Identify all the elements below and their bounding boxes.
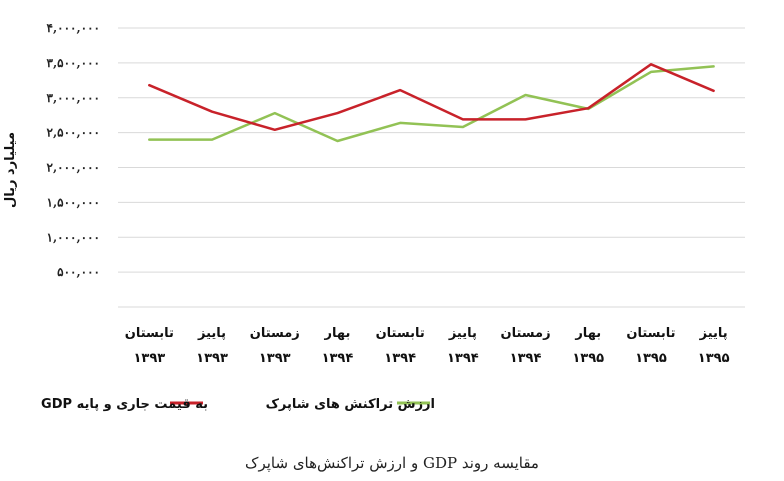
x-tick-label: تابستان [626,326,675,341]
y-tick-label: ۲,۰۰۰,۰۰۰ [47,161,100,175]
x-tick-year: ۱۳۹۵ [572,351,604,366]
x-tick-year: ۱۳۹۵ [635,351,667,366]
grid-lines [118,27,745,308]
y-axis-ticks: ۵۰۰,۰۰۰ ۱,۰۰۰,۰۰۰ ۱,۵۰۰,۰۰۰ ۲,۰۰۰,۰۰۰ ۲,۵۰۰,… [47,21,100,279]
legend-label-shaparak: ارزش تراکنش های شاپرک [266,397,435,412]
x-tick-label: پاییز [197,326,226,341]
x-tick-year: ۱۳۹۳ [133,351,165,366]
x-tick-label: پاییز [448,326,477,341]
legend: به قیمت جاری و پایه GDP ارزش تراکنش های … [41,397,435,412]
line-chart: ۵۰۰,۰۰۰ ۱,۰۰۰,۰۰۰ ۱,۵۰۰,۰۰۰ ۲,۰۰۰,۰۰۰ ۲,۵۰۰,… [3,21,745,412]
y-tick-label: ۳,۰۰۰,۰۰۰ [47,91,100,105]
x-tick-label: تابستان [125,326,174,341]
series-lines [148,63,715,143]
x-tick-year: ۱۳۹۴ [384,351,416,366]
x-tick-year: ۱۳۹۴ [510,351,542,366]
x-tick-label: زمستان [250,326,300,341]
chart-caption: مقایسه روند GDP و ارزش تراکنش‌های شاپرک [245,454,539,472]
y-tick-label: ۱,۵۰۰,۰۰۰ [47,195,100,209]
x-tick-year: ۱۳۹۳ [259,351,291,366]
x-tick-label: پاییز [699,326,728,341]
x-tick-label: بهار [574,326,601,341]
x-tick-label: تابستان [376,326,425,341]
x-tick-label: بهار [324,326,351,341]
y-tick-label: ۵۰۰,۰۰۰ [57,265,100,279]
x-axis-ticks: تابستان ۱۳۹۳ پاییز ۱۳۹۳ زمستان ۱۳۹۳ بهار ۱۳۹۴ تا… [125,326,730,366]
x-tick-label: زمستان [501,326,551,341]
y-tick-label: ۲,۵۰۰,۰۰۰ [47,126,100,140]
y-tick-label: ۴,۰۰۰,۰۰۰ [47,21,100,35]
legend-label-gdp: به قیمت جاری و پایه GDP [41,397,208,412]
x-tick-year: ۱۳۹۵ [698,351,730,366]
series-line-shaparak [148,65,715,143]
x-tick-year: ۱۳۹۴ [447,351,479,366]
series-line-gdp [148,63,715,132]
x-tick-year: ۱۳۹۳ [196,351,228,366]
y-tick-label: ۱,۰۰۰,۰۰۰ [47,230,100,244]
x-tick-year: ۱۳۹۴ [322,351,354,366]
y-tick-label: ۳,۵۰۰,۰۰۰ [47,56,100,70]
y-axis-label: میلیارد ریال [3,132,18,208]
